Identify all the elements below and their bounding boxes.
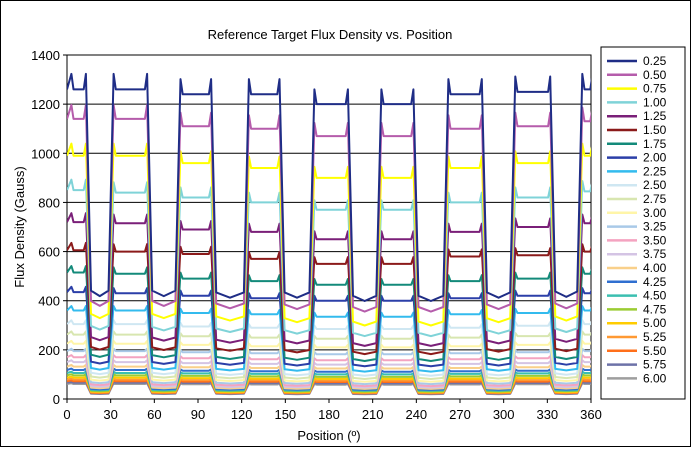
x-tick-label: 120 xyxy=(231,407,253,422)
legend-label: 3.75 xyxy=(643,247,667,261)
series-line-5.50 xyxy=(67,379,591,395)
legend-label: 5.50 xyxy=(643,344,667,358)
x-tick-label: 180 xyxy=(318,407,340,422)
x-tick-label: 360 xyxy=(580,407,602,422)
series-line-4.00 xyxy=(67,363,591,390)
legend-box xyxy=(600,46,686,400)
series-line-1.75 xyxy=(67,265,591,362)
legend-label: 0.25 xyxy=(643,54,667,68)
series-line-1.50 xyxy=(67,241,591,356)
series-line-2.00 xyxy=(67,285,591,368)
series-line-0.25 xyxy=(67,72,591,302)
chart-title: Reference Target Flux Density vs. Positi… xyxy=(208,27,453,42)
x-axis-ticks: 0 30 60 90 120 150 180 210 240 270 300 330 360 xyxy=(63,399,602,422)
y-tick-label: 1400 xyxy=(31,48,60,63)
series-line-5.25 xyxy=(67,377,591,394)
legend-label: 1.00 xyxy=(643,95,667,109)
y-tick-label: 1000 xyxy=(31,146,60,161)
x-tick-label: 300 xyxy=(493,407,515,422)
y-tick-label: 0 xyxy=(53,392,60,407)
x-tick-label: 210 xyxy=(362,407,384,422)
y-axis-label: Flux Density (Gauss) xyxy=(12,166,27,287)
legend-label: 3.00 xyxy=(643,206,667,220)
series-line-2.50 xyxy=(67,319,591,377)
series-line-4.25 xyxy=(67,367,591,391)
x-tick-label: 150 xyxy=(274,407,296,422)
legend-label: 4.50 xyxy=(643,289,667,303)
x-axis-label: Position (º) xyxy=(297,428,360,443)
y-axis-ticks: 0 200 400 600 800 1000 1200 1400 xyxy=(31,48,67,407)
y-tick-label: 200 xyxy=(38,343,60,358)
legend-label: 5.75 xyxy=(643,358,667,372)
series-line-3.00 xyxy=(67,339,591,383)
legend-label: 4.00 xyxy=(643,261,667,275)
x-tick-label: 30 xyxy=(103,407,117,422)
series-lines xyxy=(67,72,591,396)
series-line-5.00 xyxy=(67,375,591,394)
series-line-1.25 xyxy=(67,212,591,347)
legend-label: 3.25 xyxy=(643,220,667,234)
series-line-5.75 xyxy=(67,381,591,395)
legend-label: 2.25 xyxy=(643,164,667,178)
y-tick-label: 800 xyxy=(38,195,60,210)
series-line-3.25 xyxy=(67,347,591,386)
legend-label: 1.75 xyxy=(643,137,667,151)
series-line-4.75 xyxy=(67,373,591,393)
x-tick-label: 330 xyxy=(536,407,558,422)
x-tick-label: 0 xyxy=(63,407,70,422)
legend-label: 5.00 xyxy=(643,316,667,330)
legend-label: 5.25 xyxy=(643,330,667,344)
legend-label: 4.75 xyxy=(643,302,667,316)
legend-label: 4.25 xyxy=(643,275,667,289)
series-line-3.75 xyxy=(67,359,591,389)
series-line-6.00 xyxy=(67,382,591,396)
x-tick-label: 90 xyxy=(191,407,205,422)
y-tick-label: 1200 xyxy=(31,97,60,112)
legend-label: 3.50 xyxy=(643,233,667,247)
series-line-1.00 xyxy=(67,178,591,338)
legend-label: 0.50 xyxy=(643,68,667,82)
x-tick-label: 270 xyxy=(449,407,471,422)
legend-label: 0.75 xyxy=(643,82,667,96)
legend-label: 1.25 xyxy=(643,109,667,123)
series-line-2.75 xyxy=(67,330,591,380)
y-tick-label: 400 xyxy=(38,294,60,309)
legend-label: 2.00 xyxy=(643,151,667,165)
series-line-4.50 xyxy=(67,370,591,392)
legend-label: 2.75 xyxy=(643,192,667,206)
legend: 0.250.500.751.001.251.501.752.002.252.50… xyxy=(600,46,686,400)
series-line-0.75 xyxy=(67,142,591,327)
series-line-0.50 xyxy=(67,103,591,313)
legend-label: 2.50 xyxy=(643,178,667,192)
x-tick-label: 240 xyxy=(405,407,427,422)
legend-label: 1.50 xyxy=(643,123,667,137)
legend-label: 6.00 xyxy=(643,371,667,385)
x-tick-label: 60 xyxy=(147,407,161,422)
y-tick-label: 600 xyxy=(38,245,60,260)
series-line-2.25 xyxy=(67,305,591,373)
series-line-3.50 xyxy=(67,354,591,388)
